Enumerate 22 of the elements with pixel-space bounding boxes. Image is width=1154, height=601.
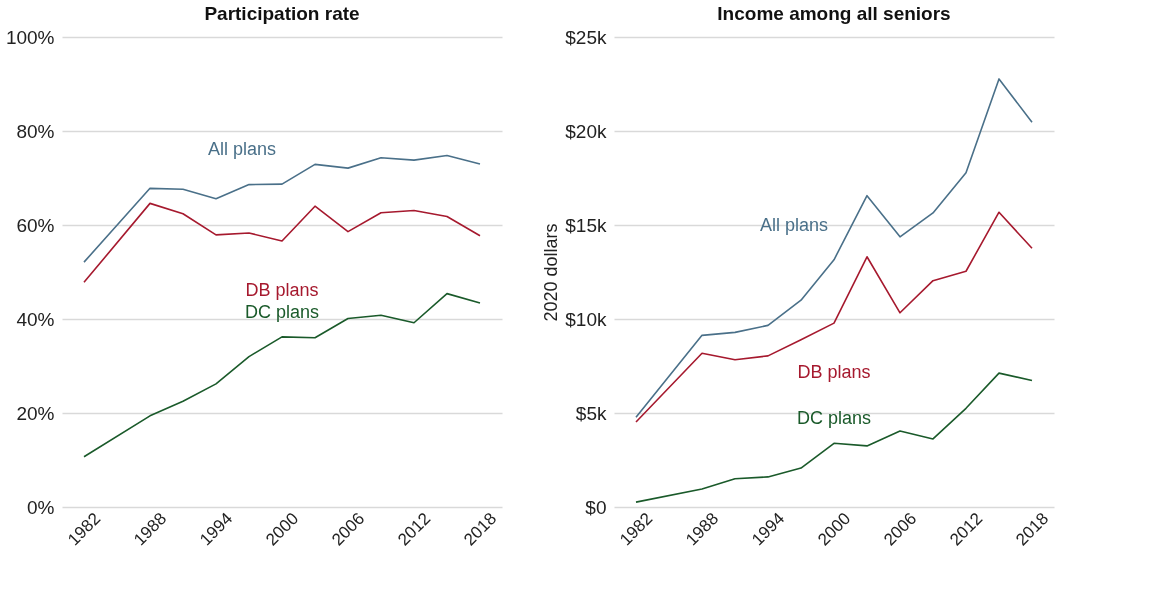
- y-axis-title: 2020 dollars: [541, 223, 562, 322]
- y-tick-label: 0%: [27, 496, 55, 518]
- chart-title: Income among all seniors: [717, 3, 951, 24]
- y-tick-label: 100%: [5, 26, 55, 48]
- line-series: [83, 202, 481, 284]
- y-tick-label: 60%: [16, 214, 55, 236]
- series-label: DC plans: [796, 408, 872, 429]
- y-tick-label: 20%: [16, 402, 55, 424]
- y-tick-label: $15k: [565, 214, 607, 236]
- text: DB plans: [245, 279, 319, 300]
- y-tick-label: $5k: [575, 402, 607, 424]
- y-tick-label: $20k: [565, 120, 607, 142]
- chart-title: Participation rate: [204, 3, 360, 24]
- y-tick-label: 80%: [16, 120, 55, 142]
- series-label: DB plans: [797, 362, 871, 383]
- series-label: DC plans: [244, 301, 320, 322]
- y-tick-label: 40%: [16, 308, 55, 330]
- y-tick-label: $10k: [565, 308, 607, 330]
- y-tick-label: $0: [585, 496, 607, 518]
- series-label: All plans: [759, 214, 829, 235]
- y-tick-label: $25k: [565, 26, 607, 48]
- series-label: All plans: [207, 139, 277, 160]
